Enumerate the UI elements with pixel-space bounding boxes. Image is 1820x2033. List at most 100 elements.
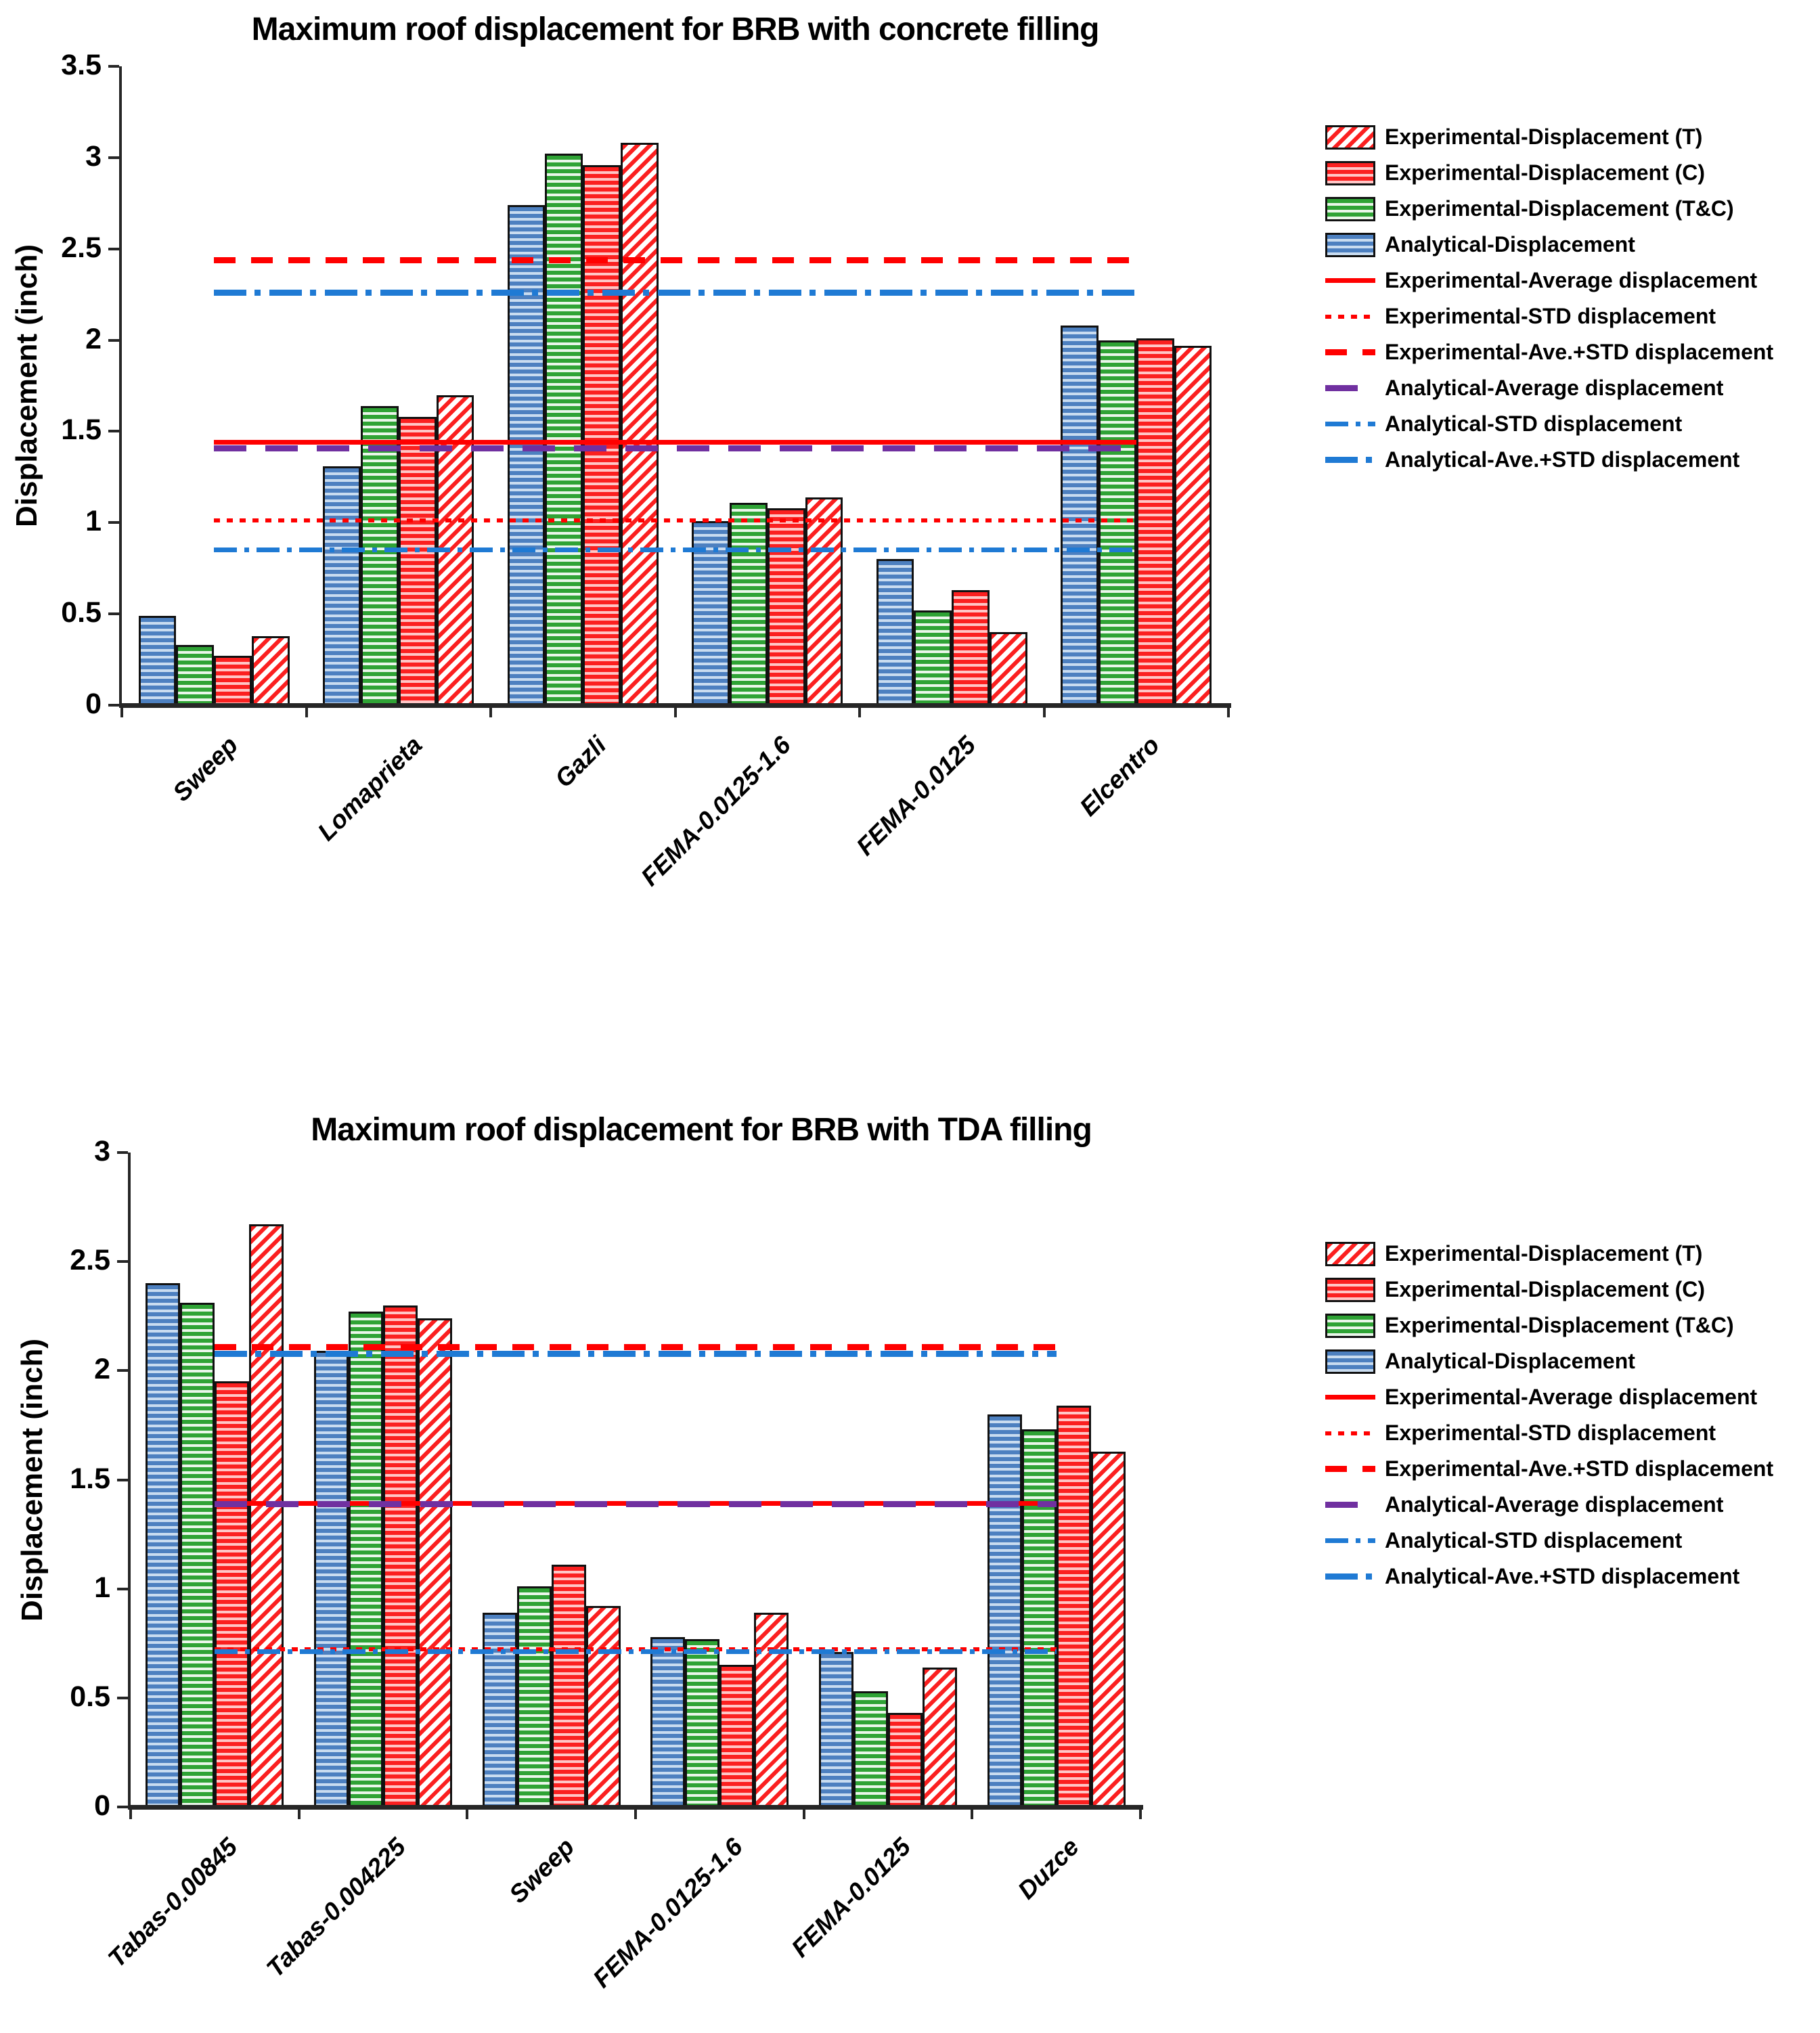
- legend-item: Experimental-Average displacement: [1325, 263, 1799, 298]
- legend-swatch-red-solid: [1325, 1395, 1375, 1400]
- chart-title-tda: Maximum roof displacement for BRB with T…: [311, 1112, 1092, 1148]
- y-tick-mark: [108, 521, 119, 524]
- refline-Experimental-Ave.+STD displacement: [214, 256, 1136, 263]
- legend-item-label: Analytical-STD displacement: [1385, 411, 1683, 436]
- refline-Experimental-Average displacement: [214, 439, 1136, 445]
- legend-item: Experimental-Average displacement: [1325, 1379, 1799, 1415]
- bar-Analytical-Displacement-FEMA-0.0125: [876, 559, 914, 705]
- y-tick-label: 0: [94, 1789, 110, 1822]
- bar-Experimental-Displacement (T)-Tabas-0.00845: [249, 1224, 284, 1807]
- legend-swatch-blue-hstripe: [1325, 1349, 1375, 1374]
- x-category-label: Duzce: [1013, 1833, 1085, 1905]
- bar-Experimental-Displacement (T)-Duzce: [1090, 1451, 1126, 1807]
- y-tick-mark: [117, 1369, 128, 1372]
- x-category-label: Lomaprieta: [312, 731, 428, 847]
- legend-item-label: Analytical-STD displacement: [1385, 1528, 1683, 1552]
- legend-swatch-blue-dashdot-long: [1325, 1573, 1375, 1580]
- refline-Analytical-Average displacement: [215, 1500, 1057, 1507]
- bar-Experimental-Displacement (C)-Sweep: [551, 1565, 586, 1807]
- y-tick-mark: [117, 1696, 128, 1699]
- refline-Analytical-STD displacement: [214, 547, 1136, 552]
- y-tick-label: 3.5: [61, 49, 102, 81]
- legend-item: Analytical-Average displacement: [1325, 1487, 1799, 1523]
- bar-Experimental-Displacement (T)-Elcentro: [1174, 345, 1212, 705]
- bar-Experimental-Displacement (C)-Tabas-0.004225: [382, 1305, 418, 1807]
- legend-swatch-blue-dashdot: [1325, 1538, 1375, 1543]
- legend-item-label: Experimental-Ave.+STD displacement: [1385, 1456, 1774, 1481]
- y-tick-mark: [108, 156, 119, 159]
- y-tick-mark: [108, 247, 119, 250]
- y-tick-label: 0.5: [61, 596, 102, 629]
- bar-Experimental-Displacement (T&C)-FEMA-0.0125: [914, 610, 952, 705]
- bar-group-Tabas-0.00845: [131, 1153, 299, 1807]
- bar-Analytical-Displacement-Tabas-0.00845: [146, 1283, 181, 1807]
- y-tick-mark: [108, 430, 119, 433]
- bar-Experimental-Displacement (T)-Gazli: [621, 143, 659, 705]
- bar-Analytical-Displacement-Sweep: [138, 615, 177, 705]
- bar-Analytical-Displacement-Tabas-0.004225: [314, 1351, 349, 1807]
- bar-Experimental-Displacement (C)-Gazli: [583, 164, 621, 705]
- legend-item-label: Analytical-Average displacement: [1385, 1492, 1724, 1517]
- y-tick-mark: [117, 1151, 128, 1154]
- bar-group-Duzce: [972, 1153, 1140, 1807]
- refline-Analytical-Ave.+STD displacement: [214, 290, 1136, 296]
- x-axis-line: [119, 703, 1231, 708]
- bar-Experimental-Displacement (C)-FEMA-0.0125-1.6: [767, 508, 805, 705]
- bar-Experimental-Displacement (T&C)-Elcentro: [1098, 340, 1136, 705]
- y-tick-label: 2.5: [70, 1244, 110, 1277]
- x-tick-mark: [1227, 705, 1230, 717]
- refline-Analytical-STD displacement: [215, 1649, 1057, 1655]
- bar-Analytical-Displacement-Elcentro: [1061, 326, 1098, 705]
- bar-Experimental-Displacement (T&C)-Gazli: [545, 154, 583, 705]
- bar-Experimental-Displacement (C)-Tabas-0.00845: [215, 1381, 250, 1807]
- legend-swatch-red-dotted: [1325, 314, 1375, 319]
- bar-Experimental-Displacement (T&C)-Duzce: [1021, 1429, 1057, 1807]
- bar-Experimental-Displacement (T&C)-Sweep: [516, 1586, 552, 1807]
- y-axis-line: [128, 1153, 131, 1810]
- bar-Analytical-Displacement-Gazli: [507, 204, 546, 705]
- x-tick-mark: [802, 1807, 805, 1819]
- legend-swatch-purple-dashed: [1325, 385, 1375, 391]
- bar-Experimental-Displacement (C)-FEMA-0.0125-1.6: [719, 1665, 755, 1807]
- x-tick-mark: [858, 705, 861, 717]
- bar-Experimental-Displacement (C)-Elcentro: [1136, 338, 1174, 705]
- y-tick-mark: [108, 704, 119, 707]
- legend-item: Analytical-Ave.+STD displacement: [1325, 442, 1799, 478]
- bar-Experimental-Displacement (T)-FEMA-0.0125: [922, 1667, 957, 1807]
- legend-item-label: Analytical-Ave.+STD displacement: [1385, 447, 1740, 472]
- refline-Experimental-Ave.+STD displacement: [215, 1343, 1057, 1350]
- bar-Analytical-Displacement-FEMA-0.0125: [819, 1652, 854, 1807]
- legend-item: Analytical-Displacement: [1325, 227, 1799, 263]
- refline-Analytical-Ave.+STD displacement: [215, 1350, 1057, 1357]
- legend-item-label: Analytical-Displacement: [1385, 232, 1635, 256]
- legend-swatch-red-solid: [1325, 278, 1375, 283]
- bar-Experimental-Displacement (T&C)-FEMA-0.0125-1.6: [729, 502, 768, 705]
- x-category-label: Elcentro: [1074, 731, 1166, 822]
- x-category-label: FEMA-0.0125-1.6: [636, 731, 797, 891]
- legend-item-label: Experimental-STD displacement: [1385, 304, 1716, 328]
- bar-group-Sweep: [467, 1153, 636, 1807]
- legend-item: Experimental-Displacement (T&C): [1325, 1308, 1799, 1343]
- x-tick-mark: [129, 1807, 132, 1819]
- bar-Experimental-Displacement (C)-FEMA-0.0125: [952, 590, 990, 705]
- bar-group-Sweep: [122, 66, 307, 705]
- bar-Experimental-Displacement (T)-FEMA-0.0125-1.6: [754, 1613, 789, 1807]
- x-tick-mark: [1139, 1807, 1142, 1819]
- bar-Experimental-Displacement (T&C)-Tabas-0.004225: [349, 1312, 383, 1807]
- x-category-label: Sweep: [504, 1833, 580, 1908]
- bar-Experimental-Displacement (T&C)-Sweep: [176, 645, 215, 705]
- refline-Experimental-STD displacement: [214, 518, 1136, 522]
- y-tick-mark: [117, 1478, 128, 1481]
- x-tick-mark: [466, 1807, 469, 1819]
- y-tick-mark: [117, 1806, 128, 1808]
- plot-area-tda: 0 0.5 1 1.5 2 2.5 3 Tabas-0.00845 Tabas-0.004225…: [70, 1135, 1143, 1993]
- bar-Analytical-Displacement-FEMA-0.0125-1.6: [650, 1636, 686, 1807]
- y-tick-mark: [108, 65, 119, 68]
- x-category-label: Gazli: [550, 731, 612, 793]
- x-tick-mark: [297, 1807, 301, 1819]
- x-category-label: Tabas-0.00845: [102, 1833, 243, 1973]
- legend-swatch-red-diag: [1325, 1241, 1375, 1266]
- y-axis-line: [119, 66, 122, 708]
- bar-Experimental-Displacement (T)-Sweep: [585, 1606, 621, 1807]
- bar-Experimental-Displacement (C)-Duzce: [1056, 1405, 1091, 1807]
